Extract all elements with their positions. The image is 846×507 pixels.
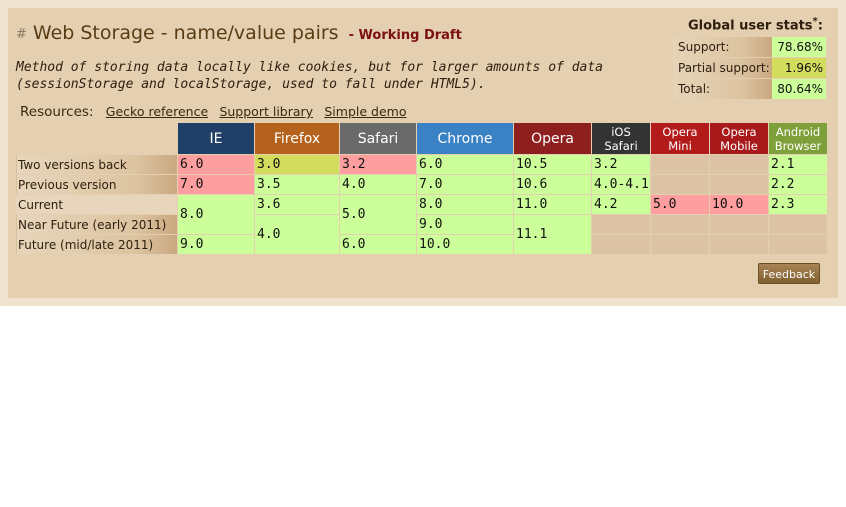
spec-status: - Working Draft: [349, 28, 462, 43]
support-library-link[interactable]: Support library: [219, 104, 314, 119]
support-cell: 4.0: [254, 214, 340, 255]
support-cell: 10.0: [416, 234, 514, 255]
browser-header-opera-mini: Opera Mini: [650, 122, 710, 155]
support-cell: 5.0: [339, 194, 417, 235]
browser-name: Android Browser: [774, 124, 822, 153]
stats-title-text: Global user stats: [688, 18, 813, 34]
support-cell: 10.5: [513, 154, 592, 175]
empty-cell: [650, 214, 710, 235]
browser-header-android: Android Browser: [768, 122, 828, 155]
empty-cell: [591, 214, 651, 235]
stat-value: 1.96%: [772, 58, 826, 78]
support-cell: 11.0: [513, 194, 592, 215]
empty-cell: [650, 154, 710, 175]
support-cell: 7.0: [416, 174, 514, 195]
row-label-near-future: Near Future (early 2011): [15, 214, 178, 235]
support-cell: 3.0: [254, 154, 340, 175]
empty-cell: [709, 154, 769, 175]
empty-cell: [768, 214, 828, 235]
browser-header-ie: IE: [177, 122, 255, 155]
empty-cell: [768, 234, 828, 255]
support-cell: 4.2: [591, 194, 651, 215]
browser-header-opera: Opera: [513, 122, 592, 155]
support-table: IE Firefox Safari Chrome Opera iOS Safar…: [15, 122, 828, 255]
stat-label: Partial support:: [673, 58, 772, 78]
feature-title: # Web Storage - name/value pairs - Workin…: [16, 22, 462, 44]
caniuse-frame: # Web Storage - name/value pairs - Workin…: [0, 0, 846, 306]
support-cell: 2.1: [768, 154, 828, 175]
stats-asterisk[interactable]: *: [812, 16, 818, 27]
empty-cell: [709, 234, 769, 255]
stats-colon: :: [817, 18, 823, 34]
browser-header-firefox: Firefox: [254, 122, 340, 155]
support-cell: 6.0: [177, 154, 255, 175]
empty-cell: [650, 234, 710, 255]
resources-label: Resources:: [20, 104, 94, 120]
support-cell: 3.2: [339, 154, 417, 175]
simple-demo-link[interactable]: Simple demo: [324, 104, 407, 119]
support-cell: 6.0: [416, 154, 514, 175]
empty-cell: [709, 214, 769, 235]
row-label-future: Future (mid/late 2011): [15, 234, 178, 255]
browser-name: Opera Mobile: [720, 124, 758, 153]
stat-label: Support:: [673, 37, 772, 57]
support-cell: 2.2: [768, 174, 828, 195]
stat-value: 78.68%: [772, 37, 826, 57]
support-cell: 8.0: [416, 194, 514, 215]
row-label-previous-version: Previous version: [15, 174, 178, 195]
support-cell: 9.0: [416, 214, 514, 235]
browser-header-ios-safari: iOS Safari: [591, 122, 651, 155]
empty-cell: [709, 174, 769, 195]
support-cell: 2.3: [768, 194, 828, 215]
stat-label: Total:: [673, 79, 772, 99]
empty-cell: [591, 234, 651, 255]
support-cell: 10.0: [709, 194, 769, 215]
resources-bar: Resources: Gecko reference Support libra…: [20, 104, 413, 120]
support-cell: 3.2: [591, 154, 651, 175]
browser-name: Opera Mini: [662, 124, 698, 153]
empty-cell: [650, 174, 710, 195]
support-cell: 5.0: [650, 194, 710, 215]
status-separator: -: [348, 28, 355, 43]
status-text: Working Draft: [358, 28, 462, 43]
feature-title-text: Web Storage - name/value pairs: [32, 22, 339, 44]
support-cell: 11.1: [513, 214, 592, 255]
support-cell: 3.5: [254, 174, 340, 195]
browser-name: iOS Safari: [604, 124, 638, 153]
row-label-two-versions-back: Two versions back: [15, 154, 178, 175]
browser-header-opera-mobile: Opera Mobile: [709, 122, 769, 155]
permalink-hash[interactable]: #: [16, 27, 27, 42]
feedback-button[interactable]: Feedback: [758, 263, 820, 284]
support-cell: 10.6: [513, 174, 592, 195]
stat-value: 80.64%: [772, 79, 826, 99]
support-cell: 3.6: [254, 194, 340, 215]
support-cell: 6.0: [339, 234, 417, 255]
support-cell: 7.0: [177, 174, 255, 195]
row-label-current: Current: [15, 194, 178, 215]
feature-description: Method of storing data locally like cook…: [16, 60, 603, 92]
table-corner: [16, 123, 178, 155]
browser-header-safari: Safari: [339, 122, 417, 155]
support-cell: 4.0-4.1: [591, 174, 651, 195]
gecko-reference-link[interactable]: Gecko reference: [105, 104, 209, 119]
stats-title: Global user stats*:: [688, 16, 838, 33]
support-cell: 9.0: [177, 234, 255, 255]
support-cell: 4.0: [339, 174, 417, 195]
support-cell: 8.0: [177, 194, 255, 235]
browser-header-chrome: Chrome: [416, 122, 514, 155]
